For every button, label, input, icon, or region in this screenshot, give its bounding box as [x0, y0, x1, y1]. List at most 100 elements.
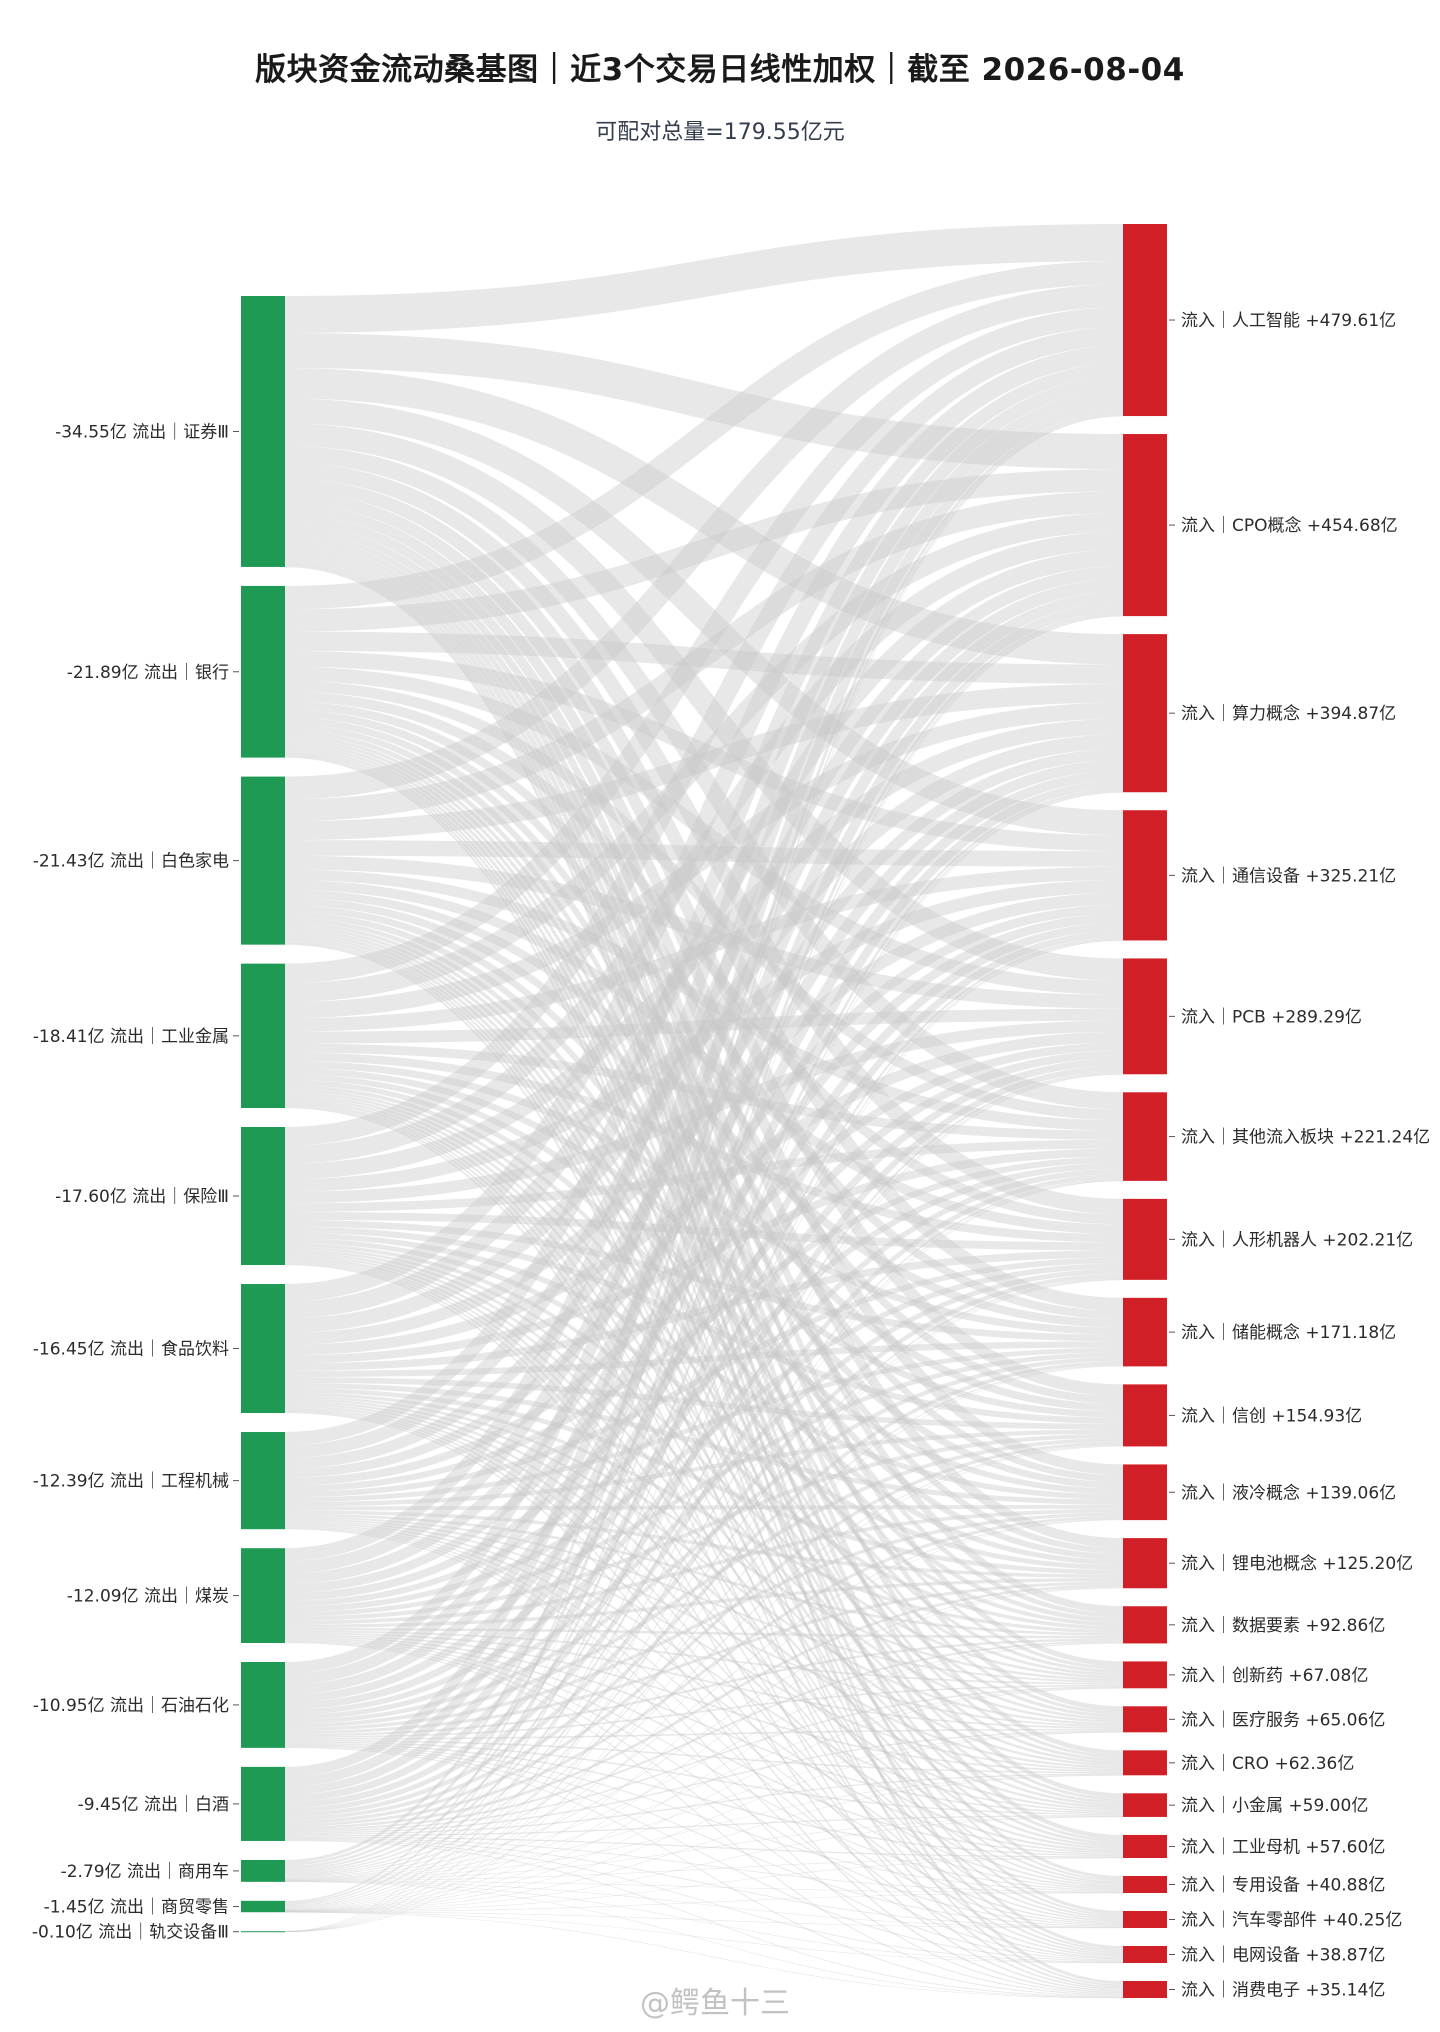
sankey-link	[284, 1156, 1124, 1492]
target-label: 流入｜锂电池概念 +125.20亿	[1181, 1553, 1413, 1574]
sankey-link	[284, 1246, 1124, 1679]
source-node	[241, 1900, 285, 1913]
sankey-link	[284, 531, 1124, 1667]
sankey-link	[284, 691, 1124, 1225]
sankey-link	[284, 401, 1124, 1777]
sankey-link	[284, 1162, 1124, 1607]
sankey-link	[284, 1642, 1124, 1911]
sankey-link	[284, 558, 1124, 1915]
sankey-link	[284, 1433, 1124, 1621]
sankey-link	[284, 1341, 1124, 1378]
sankey-link	[284, 1071, 1124, 1873]
sankey-link	[284, 1211, 1124, 1251]
sankey-link	[284, 940, 1124, 1932]
sankey-link	[284, 1587, 1124, 1879]
sankey-link	[284, 892, 1124, 1345]
sankey-link	[284, 224, 1124, 333]
sankey-link	[284, 367, 1124, 665]
target-label: 流入｜汽车零部件 +40.25亿	[1181, 1911, 1402, 1931]
sankey-link	[284, 1085, 1124, 1627]
sankey-link	[284, 541, 1124, 1756]
sankey-link	[284, 1079, 1124, 1565]
target-node	[1123, 1706, 1167, 1733]
sankey-link	[284, 866, 1124, 1032]
sankey-link	[284, 514, 1124, 1548]
sankey-link	[284, 1774, 1124, 1912]
sankey-link	[284, 478, 1124, 1312]
target-label: 流入｜数据要素 +92.86亿	[1181, 1616, 1385, 1636]
sankey-link	[284, 332, 1124, 470]
target-label: 流入｜专用设备 +40.88亿	[1181, 1876, 1385, 1896]
sankey-link	[284, 1103, 1124, 1921]
sankey-link	[284, 889, 1124, 1328]
target-node	[1123, 1750, 1167, 1776]
sankey-link	[284, 1395, 1124, 1681]
sankey-link	[284, 1096, 1124, 1806]
sankey-link	[284, 650, 1124, 852]
sankey-link	[284, 730, 1124, 1618]
sankey-link	[284, 491, 1124, 822]
sankey-link	[284, 741, 1124, 1759]
sankey-link	[284, 1837, 1124, 1893]
source-node	[241, 776, 285, 945]
sankey-link	[284, 1518, 1124, 1727]
source-label: -1.45亿 流出｜商贸零售	[44, 1898, 229, 1918]
sankey-link	[284, 469, 1124, 632]
target-nodes	[1123, 224, 1167, 1998]
source-node	[241, 963, 285, 1109]
sankey-link	[284, 284, 1124, 800]
sankey-link	[284, 770, 1124, 1695]
sankey-link	[284, 1857, 1124, 1881]
sankey-link	[284, 1180, 1124, 1908]
sankey-link	[284, 1880, 1124, 1929]
sankey-link	[284, 1504, 1124, 1511]
sankey-link	[284, 1739, 1124, 1774]
sankey-link	[284, 363, 1124, 1446]
target-label: 流入｜医疗服务 +65.06亿	[1181, 1710, 1385, 1730]
target-label: 流入｜PCB +289.29亿	[1181, 1007, 1362, 1027]
sankey-link	[284, 734, 1124, 1670]
sankey-link	[284, 423, 1124, 981]
target-label: 流入｜CPO概念 +454.68亿	[1181, 515, 1398, 536]
sankey-link	[284, 724, 1124, 1554]
sankey-link	[284, 1279, 1124, 1933]
source-node	[241, 1931, 285, 1933]
sankey-link	[284, 1347, 1124, 1503]
sankey-link	[284, 734, 1124, 1333]
sankey-link	[284, 1067, 1124, 1418]
sankey-link	[284, 1528, 1124, 1995]
sankey-link	[284, 1641, 1124, 1996]
sankey-link	[284, 709, 1124, 1404]
sankey-link	[284, 666, 1124, 995]
target-node	[1123, 1661, 1167, 1689]
sankey-link	[284, 1178, 1124, 1874]
sankey-link	[284, 788, 1124, 1869]
sankey-link	[284, 1238, 1124, 1570]
sankey-link	[284, 462, 1124, 1215]
sankey-link	[284, 1050, 1124, 1601]
sankey-link	[284, 1523, 1124, 1854]
sankey-link	[284, 1731, 1124, 1912]
sankey-link	[284, 931, 1124, 1804]
sankey-link	[284, 1254, 1124, 1809]
target-label: 流入｜工业母机 +57.60亿	[1181, 1837, 1385, 1857]
sankey-link	[284, 566, 1124, 1458]
source-label: -12.39亿 流出｜工程机械	[33, 1472, 229, 1492]
sankey-link	[284, 1361, 1124, 1821]
target-node	[1123, 1198, 1167, 1280]
sankey-link	[284, 1513, 1124, 1636]
sankey-link	[284, 1392, 1124, 1634]
sankey-link	[284, 755, 1124, 1987]
sankey-link	[284, 1407, 1124, 1889]
sankey-link	[284, 701, 1124, 1320]
target-label: 流入｜人形机器人 +202.21亿	[1181, 1230, 1413, 1250]
target-label: 流入｜CRO +62.36亿	[1181, 1754, 1354, 1774]
sankey-link	[284, 750, 1124, 1882]
sankey-link	[284, 744, 1124, 1801]
sankey-link	[284, 1684, 1124, 1739]
target-node	[1123, 1981, 1167, 1998]
sankey-link	[284, 326, 1124, 1146]
sankey-link	[284, 1364, 1124, 1876]
